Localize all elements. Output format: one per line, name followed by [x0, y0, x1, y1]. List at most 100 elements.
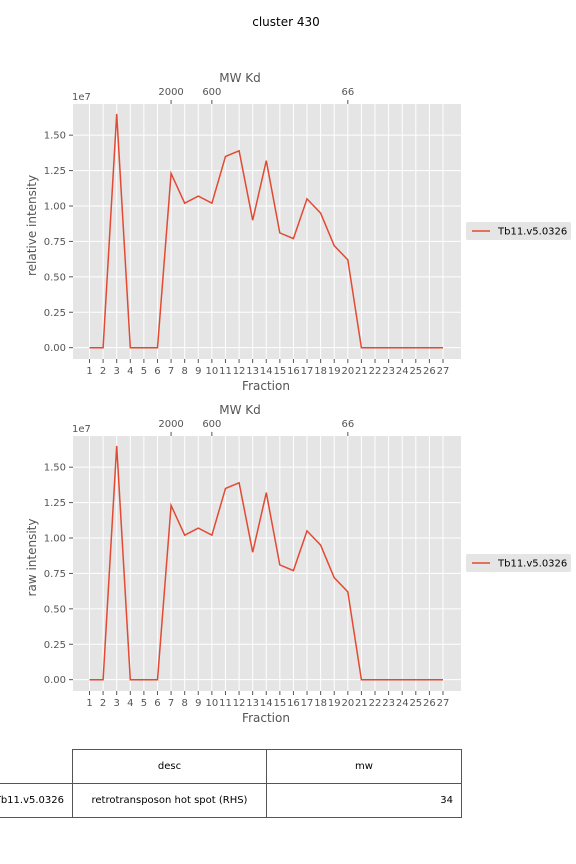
y-tick-label: 1.50 [44, 463, 66, 474]
y-tick-label: 0.75 [44, 237, 66, 248]
y-tick-label: 0.25 [44, 640, 66, 651]
x-tick-label: 22 [369, 366, 382, 377]
x-tick-label: 2 [100, 366, 106, 377]
x-tick-label: 8 [181, 366, 187, 377]
x-tick-label: 21 [355, 698, 368, 709]
table-row: Tb11.v5.0326 retrotransposon hot spot (R… [0, 783, 462, 818]
x-tick-label: 3 [114, 698, 120, 709]
x-tick-label: 10 [205, 698, 218, 709]
table-header-desc: desc [72, 749, 267, 784]
x-tick-label: 24 [396, 698, 409, 709]
x-tick-label: 20 [341, 698, 354, 709]
x-tick-label: 20 [341, 366, 354, 377]
legend-box [466, 222, 571, 240]
table-cell-desc: retrotransposon hot spot (RHS) [72, 783, 267, 818]
x-tick-label: 5 [141, 366, 147, 377]
x-tick-label: 14 [260, 698, 273, 709]
table-cell-mw: 34 [266, 783, 462, 818]
x-tick-label: 13 [246, 698, 259, 709]
x-tick-label: 8 [181, 698, 187, 709]
x-tick-label: 2 [100, 698, 106, 709]
x-tick-label: 23 [382, 698, 395, 709]
y-tick-label: 0.50 [44, 272, 66, 283]
top-tick-label: 66 [341, 87, 354, 98]
figure-title: cluster 430 [252, 15, 320, 29]
top-tick-label: 2000 [158, 87, 183, 98]
x-tick-label: 11 [219, 366, 232, 377]
x-tick-label: 18 [314, 698, 327, 709]
table-header-row: desc mw [0, 749, 462, 784]
x-tick-label: 19 [328, 698, 341, 709]
top-tick-label: 2000 [158, 419, 183, 430]
x-tick-label: 25 [409, 698, 422, 709]
series-line [89, 113, 443, 349]
y-axis-label: relative intensity [25, 175, 39, 276]
x-axis-label: Fraction [242, 711, 290, 722]
top-tick-label: 66 [341, 419, 354, 430]
x-tick-label: 18 [314, 366, 327, 377]
plot-background [73, 436, 461, 691]
x-tick-label: 6 [154, 698, 160, 709]
y-tick-label: 0.50 [44, 604, 66, 615]
x-tick-label: 1 [86, 698, 92, 709]
y-axis-label: raw intensity [25, 519, 39, 597]
top-tick-label: 600 [202, 419, 221, 430]
x-tick-label: 16 [287, 366, 300, 377]
legend: Tb11.v5.0326 [466, 222, 571, 240]
x-axis-label: Fraction [242, 379, 290, 390]
y-tick-label: 1.00 [44, 202, 66, 213]
x-tick-label: 23 [382, 366, 395, 377]
x-tick-label: 12 [233, 698, 246, 709]
legend-label: Tb11.v5.0326 [497, 227, 567, 238]
y-tick-label: 0.00 [44, 343, 66, 354]
x-tick-label: 3 [114, 366, 120, 377]
x-tick-label: 15 [273, 698, 286, 709]
table-header-mw: mw [266, 749, 462, 784]
y-tick-label: 0.00 [44, 675, 66, 686]
table-corner-cell [0, 750, 73, 784]
plot-background [73, 104, 461, 359]
x-tick-label: 1 [86, 366, 92, 377]
x-tick-label: 7 [168, 366, 174, 377]
x-tick-label: 9 [195, 698, 201, 709]
x-tick-label: 14 [260, 366, 273, 377]
legend-box [466, 554, 571, 572]
x-tick-label: 5 [141, 698, 147, 709]
legend-label: Tb11.v5.0326 [497, 559, 567, 570]
y-tick-label: 0.25 [44, 308, 66, 319]
y-offset-label: 1e7 [72, 424, 91, 435]
x-tick-label: 4 [127, 366, 133, 377]
x-tick-label: 15 [273, 366, 286, 377]
x-tick-label: 19 [328, 366, 341, 377]
x-tick-label: 17 [301, 698, 314, 709]
info-table: desc mw Tb11.v5.0326 retrotransposon hot… [0, 749, 462, 818]
x-tick-label: 26 [423, 366, 436, 377]
legend: Tb11.v5.0326 [466, 554, 571, 572]
x-tick-label: 21 [355, 366, 368, 377]
y-tick-label: 1.00 [44, 534, 66, 545]
x-tick-label: 25 [409, 366, 422, 377]
x-tick-label: 27 [437, 698, 450, 709]
y-tick-label: 1.50 [44, 131, 66, 142]
x-tick-label: 26 [423, 698, 436, 709]
x-tick-label: 4 [127, 698, 133, 709]
y-tick-label: 1.25 [44, 166, 66, 177]
x-tick-label: 27 [437, 366, 450, 377]
top-axis-label: MW Kd [219, 71, 261, 85]
x-tick-label: 12 [233, 366, 246, 377]
x-tick-label: 6 [154, 366, 160, 377]
series-line [89, 445, 443, 681]
x-tick-label: 9 [195, 366, 201, 377]
x-tick-label: 13 [246, 366, 259, 377]
x-tick-label: 17 [301, 366, 314, 377]
y-tick-label: 0.75 [44, 569, 66, 580]
x-tick-label: 22 [369, 698, 382, 709]
x-tick-label: 7 [168, 698, 174, 709]
x-tick-label: 24 [396, 366, 409, 377]
x-tick-label: 16 [287, 698, 300, 709]
y-tick-label: 1.25 [44, 498, 66, 509]
x-tick-label: 10 [205, 366, 218, 377]
y-offset-label: 1e7 [72, 92, 91, 103]
